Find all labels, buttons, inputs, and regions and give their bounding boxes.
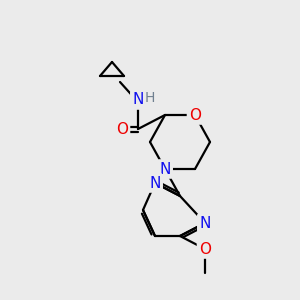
Text: N: N [149, 176, 161, 190]
Text: O: O [116, 122, 128, 136]
Text: O: O [189, 107, 201, 122]
Text: N: N [159, 161, 171, 176]
Text: O: O [199, 242, 211, 256]
Text: N: N [199, 215, 211, 230]
Text: H: H [145, 91, 155, 105]
Text: N: N [132, 92, 144, 107]
